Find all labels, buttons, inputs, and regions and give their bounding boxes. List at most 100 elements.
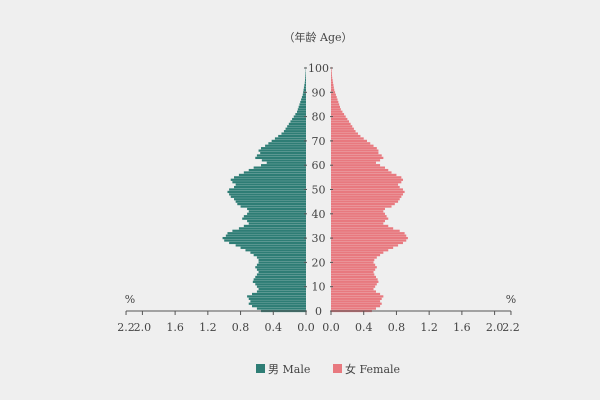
male-bar-age-14 [255, 275, 306, 279]
male-bar-age-57 [243, 171, 306, 174]
female-bar-age-80 [331, 115, 346, 118]
male-bar-age-84 [298, 105, 306, 108]
male-bar-age-68 [265, 144, 306, 147]
male-bar-age-89 [302, 93, 306, 96]
male-bar-age-37 [247, 219, 306, 223]
male-bar-age-71 [274, 137, 306, 140]
male-bar-age-41 [248, 210, 306, 213]
male-bar-age-53 [232, 181, 306, 184]
female-bar-age-90 [331, 91, 336, 94]
male-bar-age-12 [252, 280, 306, 283]
male-bar-age-78 [290, 120, 306, 123]
female-bar-age-26 [331, 246, 394, 249]
male-bar-age-18 [255, 266, 306, 269]
male-bar-age-73 [281, 132, 306, 135]
age-tick-label: 40 [312, 208, 326, 221]
female-bar-age-67 [331, 147, 377, 150]
female-bar-age-43 [331, 205, 392, 208]
male-bar-age-88 [301, 96, 306, 99]
male-bar-age-65 [260, 151, 306, 155]
female-bar-age-64 [331, 154, 382, 157]
age-tick-label: 70 [312, 135, 326, 148]
male-bar-age-22 [256, 256, 306, 259]
legend-male-label: 男 Male [268, 363, 310, 376]
male-bar-age-25 [245, 249, 306, 252]
female-bar-age-59 [331, 166, 385, 169]
male-bar-age-35 [243, 224, 306, 228]
female-bar-age-24 [331, 251, 384, 254]
male-bar-age-96 [305, 76, 306, 79]
age-tick-label: 10 [312, 281, 326, 294]
female-bar-age-14 [331, 275, 376, 279]
female-bar-age-23 [331, 253, 381, 257]
female-bar-age-78 [331, 120, 349, 123]
male-bar-age-6 [247, 295, 306, 298]
female-bar-age-82 [331, 110, 343, 113]
female-bar-age-18 [331, 266, 377, 269]
female-bar-age-36 [331, 222, 384, 225]
female-bar-age-27 [331, 244, 399, 247]
female-bar-age-25 [331, 249, 389, 252]
female-bar-age-19 [331, 263, 376, 266]
female-bar-age-77 [331, 122, 351, 126]
male-bar-age-31 [225, 234, 306, 237]
female-bar-age-63 [331, 156, 384, 160]
female-bar-age-10 [331, 285, 376, 288]
legend-male-swatch [256, 364, 265, 373]
female-bar-age-20 [331, 261, 374, 264]
female-bar-age-88 [331, 96, 337, 99]
male-bar-age-60 [261, 164, 306, 167]
male-bar-age-86 [300, 100, 306, 104]
female-bar-age-98 [331, 71, 332, 74]
female-bar-age-17 [331, 268, 376, 271]
age-axis-title: （年龄 Age） [284, 30, 353, 44]
female-bar-age-68 [331, 144, 374, 147]
age-tick-label: 90 [312, 86, 326, 99]
male-bar-age-75 [285, 127, 306, 130]
female-bar-age-74 [331, 130, 356, 133]
female-bar-age-31 [331, 234, 407, 237]
male-bar-age-49 [227, 190, 306, 194]
female-bar-age-86 [331, 100, 339, 104]
female-bar-age-32 [331, 232, 405, 235]
female-bar-age-11 [331, 283, 377, 286]
right-x-tick-label: 2.0 [486, 321, 504, 334]
age-tick-label: 100 [308, 62, 329, 75]
legend-female-swatch [333, 364, 342, 373]
female-bar-age-96 [331, 76, 333, 79]
female-bar-age-85 [331, 103, 340, 106]
age-tick-label: 80 [312, 111, 326, 124]
female-bar-age-52 [331, 183, 399, 186]
female-bar-age-51 [331, 185, 400, 189]
left-x-tick-label: 0.0 [297, 321, 315, 334]
male-bar-age-50 [229, 188, 306, 191]
female-bar-age-71 [331, 137, 364, 140]
male-bars [222, 66, 306, 313]
male-bar-age-85 [299, 103, 306, 106]
female-bar-age-28 [331, 241, 403, 245]
female-bar-age-61 [331, 161, 376, 164]
male-bar-age-9 [258, 288, 306, 291]
female-bar-age-58 [331, 168, 389, 172]
male-bar-age-26 [240, 246, 306, 249]
right-x-tick-label: 0.0 [322, 321, 340, 334]
male-bar-age-28 [229, 241, 306, 245]
male-bar-age-27 [235, 244, 306, 247]
male-bar-age-97 [305, 74, 306, 77]
female-bar-age-69 [331, 142, 371, 145]
male-bar-age-56 [238, 173, 306, 177]
male-bar-age-46 [234, 198, 306, 201]
female-bar-age-89 [331, 93, 336, 96]
male-bar-age-48 [229, 193, 306, 196]
male-bar-age-15 [256, 273, 306, 276]
female-bar-age-34 [331, 227, 394, 230]
female-bar-age-4 [331, 300, 381, 303]
female-bar-age-2 [331, 305, 381, 308]
female-bar-age-70 [331, 139, 367, 143]
male-bar-age-69 [268, 142, 306, 145]
male-bar-age-51 [234, 185, 306, 189]
male-bar-age-10 [256, 285, 306, 288]
male-bar-age-36 [248, 222, 306, 225]
male-bar-age-82 [297, 110, 306, 113]
